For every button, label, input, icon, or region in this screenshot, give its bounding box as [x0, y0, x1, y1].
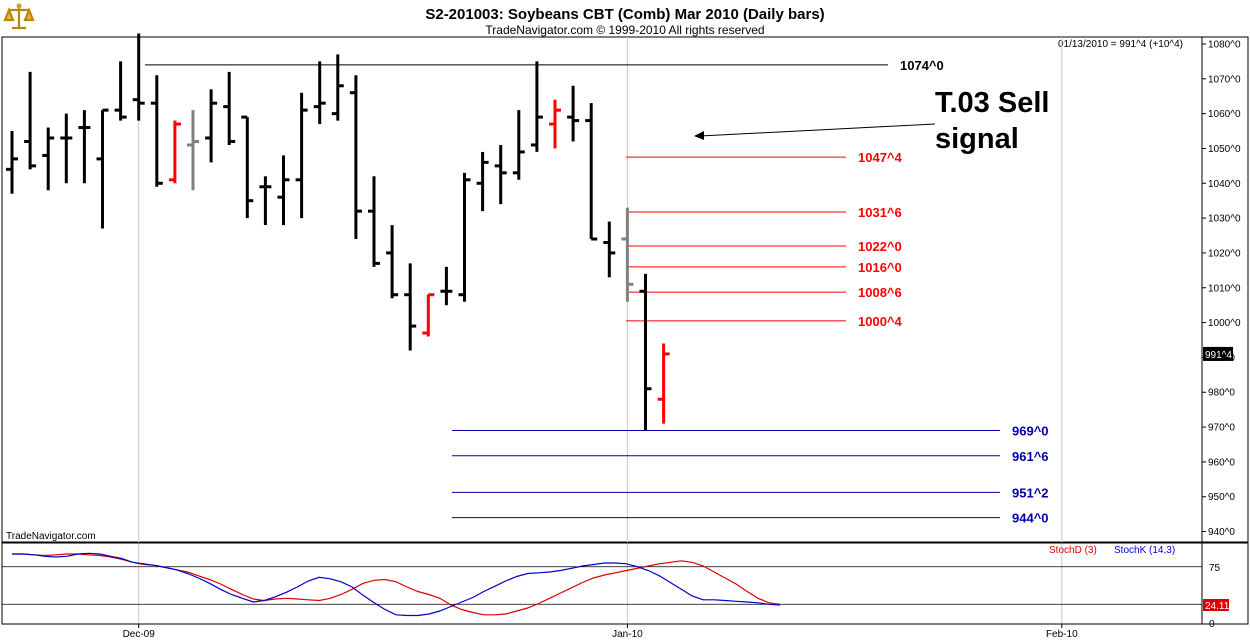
ohlc-bar	[60, 113, 73, 184]
price-tick-label: 1030^0	[1208, 214, 1241, 225]
x-tick-label: Jan-10	[612, 629, 643, 640]
x-tick-label: Dec-09	[123, 629, 156, 640]
level-label: 969^0	[1012, 424, 1049, 439]
logo-icon	[3, 2, 35, 34]
legend-stochd: StochD (3)	[1049, 545, 1097, 556]
level-label: 951^2	[1012, 485, 1049, 500]
ohlc-bar	[404, 263, 417, 351]
ohlc-bar	[621, 207, 634, 302]
ohlc-bar	[313, 61, 326, 125]
ohlc-bar	[603, 221, 616, 278]
ohlc-bar	[422, 293, 435, 337]
stoch-series-line	[12, 553, 781, 616]
stoch-series-line	[12, 552, 781, 617]
ohlc-bar	[6, 131, 18, 194]
level-label: 1074^0	[900, 58, 944, 73]
ohlc-bar	[386, 225, 399, 299]
price-tick-label: 970^0	[1208, 423, 1235, 434]
legend-stochk: StochK (14,3)	[1114, 545, 1175, 556]
price-tick-label: 1020^0	[1208, 248, 1241, 259]
annotation-line-2: signal	[935, 123, 1019, 155]
last-price-label: 991^4	[1205, 350, 1232, 361]
level-label: 944^0	[1012, 511, 1049, 526]
stoch-scale-frame	[1201, 542, 1249, 625]
ohlc-bar	[187, 110, 199, 191]
price-scale-frame	[1201, 36, 1249, 543]
ohlc-bar	[168, 120, 181, 184]
x-tick-label: Feb-10	[1046, 629, 1078, 640]
level-label: 1008^6	[858, 285, 902, 300]
price-tick-label: 1070^0	[1208, 74, 1241, 85]
chart-title: S2-201003: Soybeans CBT (Comb) Mar 2010 …	[425, 6, 824, 23]
ohlc-bar	[42, 127, 55, 191]
quote-readout: 01/13/2010 = 991^4 (+10^4)	[1058, 39, 1183, 50]
ohlc-bar	[331, 54, 344, 121]
ohlc-bar	[530, 61, 543, 152]
sell-signal-annotation: T.03 Sell signal	[694, 87, 1049, 155]
ohlc-bar	[24, 71, 37, 170]
price-tick-label: 1040^0	[1208, 179, 1241, 190]
price-tick-label: 960^0	[1208, 457, 1235, 468]
price-tick-label: 980^0	[1208, 388, 1235, 399]
level-label: 1016^0	[858, 260, 902, 275]
stoch-last-label: 24.11	[1205, 601, 1230, 612]
annotation-arrow-head	[694, 131, 704, 140]
ohlc-bar	[277, 155, 290, 226]
ohlc-bar	[349, 75, 362, 239]
level-label: 1000^4	[858, 314, 903, 329]
stoch-tick-label: 0	[1209, 619, 1215, 630]
ohlc-bar	[150, 75, 163, 187]
ohlc-bar	[78, 110, 91, 184]
ohlc-bar	[494, 144, 507, 205]
ohlc-bar	[440, 266, 453, 306]
price-tick-label: 1060^0	[1208, 109, 1241, 120]
ohlc-bar	[223, 71, 236, 145]
last-price-tag	[1203, 346, 1233, 361]
level-label: 961^6	[1012, 449, 1049, 464]
ohlc-bar	[241, 115, 254, 219]
level-label: 1031^6	[858, 205, 902, 220]
price-tick-label: 1010^0	[1208, 283, 1241, 294]
ohlc-bar	[549, 99, 561, 149]
stoch-last-tag	[1203, 599, 1229, 611]
level-label: 1022^0	[858, 239, 902, 254]
level-label: 1047^4	[858, 150, 903, 165]
price-tick-label: 950^0	[1208, 492, 1235, 503]
annotation-arrow-line	[699, 123, 936, 137]
copyright-text: TradeNavigator.com © 1999-2010 All right…	[485, 23, 764, 37]
ohlc-bar	[205, 89, 218, 163]
annotation-line-1: T.03 Sell	[935, 87, 1049, 119]
ohlc-bar	[567, 85, 580, 142]
ohlc-bar	[259, 176, 272, 226]
ohlc-bar	[368, 176, 380, 267]
ohlc-bar	[132, 33, 145, 121]
ohlc-bar	[114, 61, 127, 121]
price-tick-label: 1050^0	[1208, 144, 1241, 155]
stoch-tick-label: 75	[1209, 563, 1221, 574]
ohlc-bar	[458, 172, 471, 302]
ohlc-bar	[657, 343, 670, 424]
price-tick-label: 940^0	[1208, 527, 1235, 538]
price-tick-label: 1000^0	[1208, 318, 1241, 329]
watermark-text: TradeNavigator.com	[6, 531, 96, 542]
ohlc-bar	[585, 103, 598, 241]
ohlc-bar	[639, 273, 652, 431]
ohlc-bar	[512, 110, 525, 180]
ohlc-bar	[96, 108, 109, 229]
stoch-panel-frame	[1, 542, 1203, 625]
ohlc-bar	[476, 151, 489, 212]
ohlc-bar	[295, 92, 308, 219]
price-tick-label: 1080^0	[1208, 39, 1241, 50]
